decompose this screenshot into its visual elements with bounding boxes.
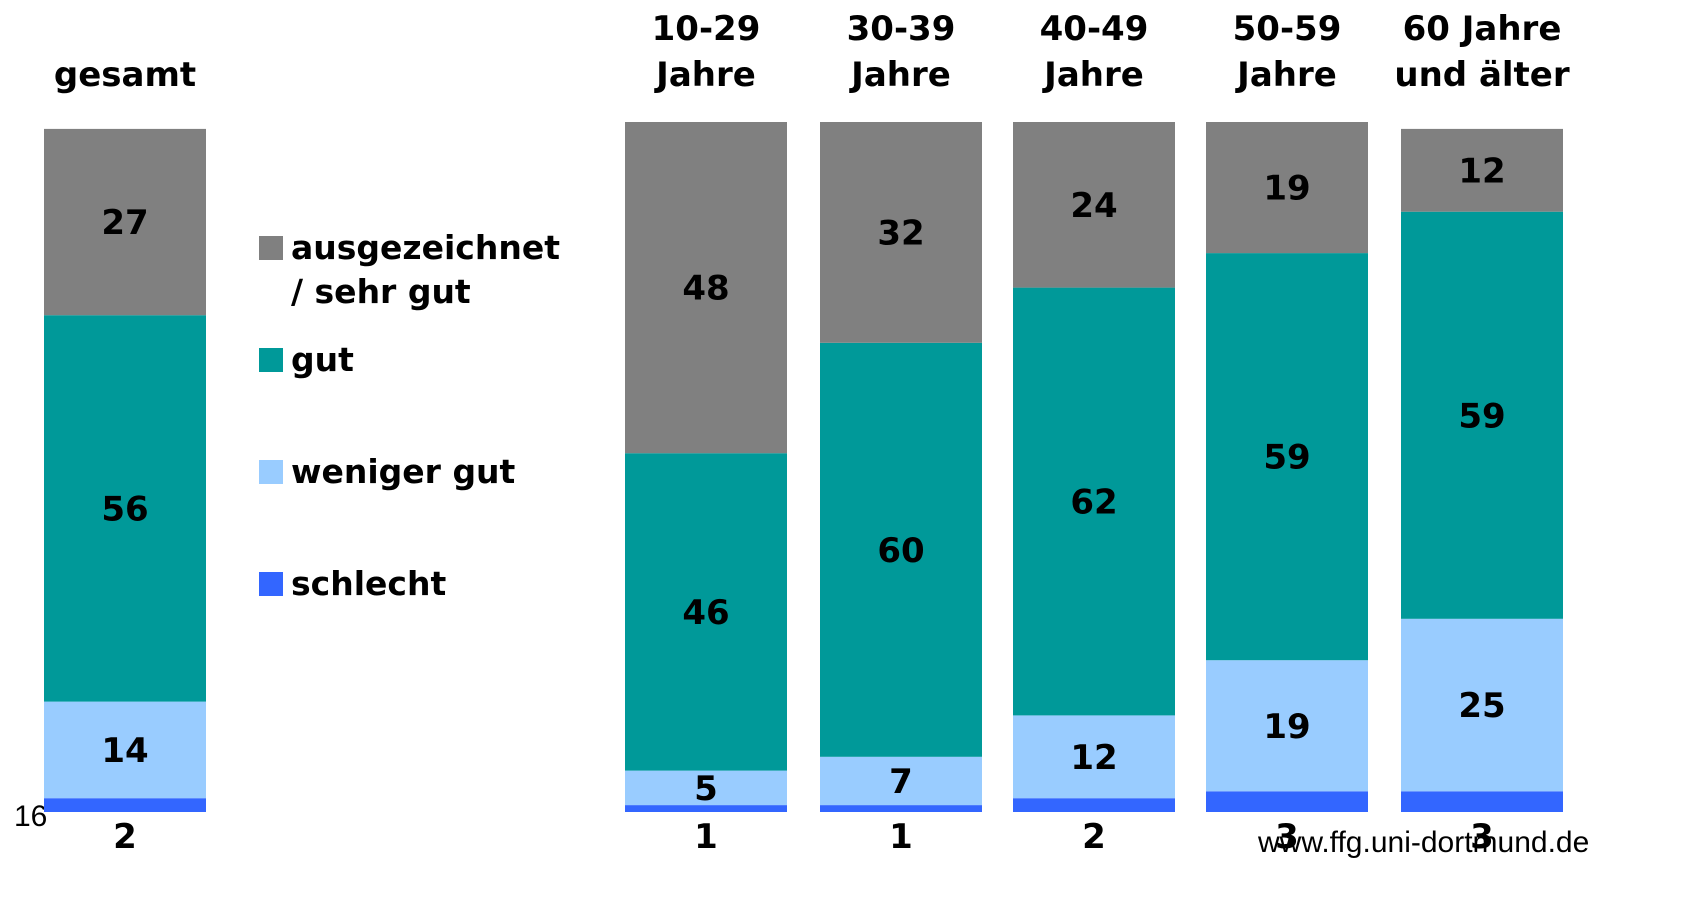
value-label: 25 <box>1458 686 1505 726</box>
bar-segment <box>1206 253 1368 661</box>
value-label: 46 <box>682 593 729 633</box>
value-label: 1 <box>889 817 913 857</box>
bar-segment <box>625 805 787 812</box>
value-label: 3 <box>1275 817 1299 857</box>
value-label: 59 <box>1458 396 1505 436</box>
bar-segment <box>1013 287 1175 716</box>
bar-segment <box>44 128 206 316</box>
category-label: 10-29 <box>652 9 761 49</box>
category-label: Jahre <box>654 55 756 95</box>
bar-segment <box>625 453 787 771</box>
category-label: Jahre <box>1042 55 1144 95</box>
category-label: 30-39 <box>847 9 956 49</box>
bar-segment <box>1206 791 1368 812</box>
value-label: 48 <box>682 269 729 309</box>
value-label: 19 <box>1263 707 1310 747</box>
value-label: 60 <box>877 531 924 571</box>
value-label: 27 <box>101 203 148 243</box>
bar-segment <box>1013 122 1175 288</box>
category-label: Jahre <box>1235 55 1337 95</box>
bar-segment <box>1206 122 1368 254</box>
legend-swatch <box>259 348 283 372</box>
legend-label: gut <box>291 340 354 379</box>
bar-segment <box>820 805 982 812</box>
bar-segment <box>1206 660 1368 792</box>
value-label: 59 <box>1263 438 1310 478</box>
value-label: 24 <box>1070 186 1117 226</box>
bar-segment <box>820 122 982 343</box>
bar-segment <box>1401 211 1563 619</box>
legend-label: weniger gut <box>291 452 516 491</box>
legend-label: ausgezeichnet / sehr gut <box>291 228 561 311</box>
bar-segment <box>1401 791 1563 812</box>
bar-segment <box>1013 798 1175 812</box>
value-label: 7 <box>889 762 913 802</box>
page-number: 16 <box>14 800 47 833</box>
bar-segment <box>820 756 982 806</box>
bar-segment <box>820 342 982 757</box>
bar-segment <box>625 770 787 806</box>
legend-swatch <box>259 460 283 484</box>
value-label: 62 <box>1070 483 1117 523</box>
bar-segment <box>1013 715 1175 799</box>
bar-segment <box>1401 618 1563 792</box>
legend-item: schlecht <box>259 562 571 606</box>
legend-label: schlecht <box>291 564 447 603</box>
value-label: 12 <box>1070 738 1117 778</box>
category-label: Jahre <box>849 55 951 95</box>
legend-item: gut <box>259 338 571 382</box>
value-label: 2 <box>1082 817 1106 857</box>
value-label: 1 <box>694 817 718 857</box>
category-label: und älter <box>1394 55 1569 95</box>
value-label: 32 <box>877 213 924 253</box>
category-label: gesamt <box>54 55 196 95</box>
bar-segment <box>625 122 787 454</box>
category-label: 60 Jahre <box>1403 9 1562 49</box>
bar-segment <box>44 701 206 799</box>
bar-segment <box>1401 128 1563 212</box>
value-label: 3 <box>1470 817 1494 857</box>
value-label: 14 <box>101 731 148 771</box>
value-label: 56 <box>101 489 148 529</box>
bar-segment <box>44 798 206 812</box>
legend-swatch <box>259 236 283 260</box>
value-label: 19 <box>1263 169 1310 209</box>
category-label: 50-59 <box>1233 9 1342 49</box>
bar-segment <box>44 315 206 702</box>
value-label: 5 <box>694 769 718 809</box>
category-label: 40-49 <box>1040 9 1149 49</box>
value-label: 12 <box>1458 151 1505 191</box>
value-label: 2 <box>113 817 137 857</box>
legend-item: weniger gut <box>259 450 571 494</box>
url: www.ffg.uni-dortmund.de <box>1257 826 1589 859</box>
legend-item: ausgezeichnet / sehr gut <box>259 226 571 314</box>
legend-swatch <box>259 572 283 596</box>
